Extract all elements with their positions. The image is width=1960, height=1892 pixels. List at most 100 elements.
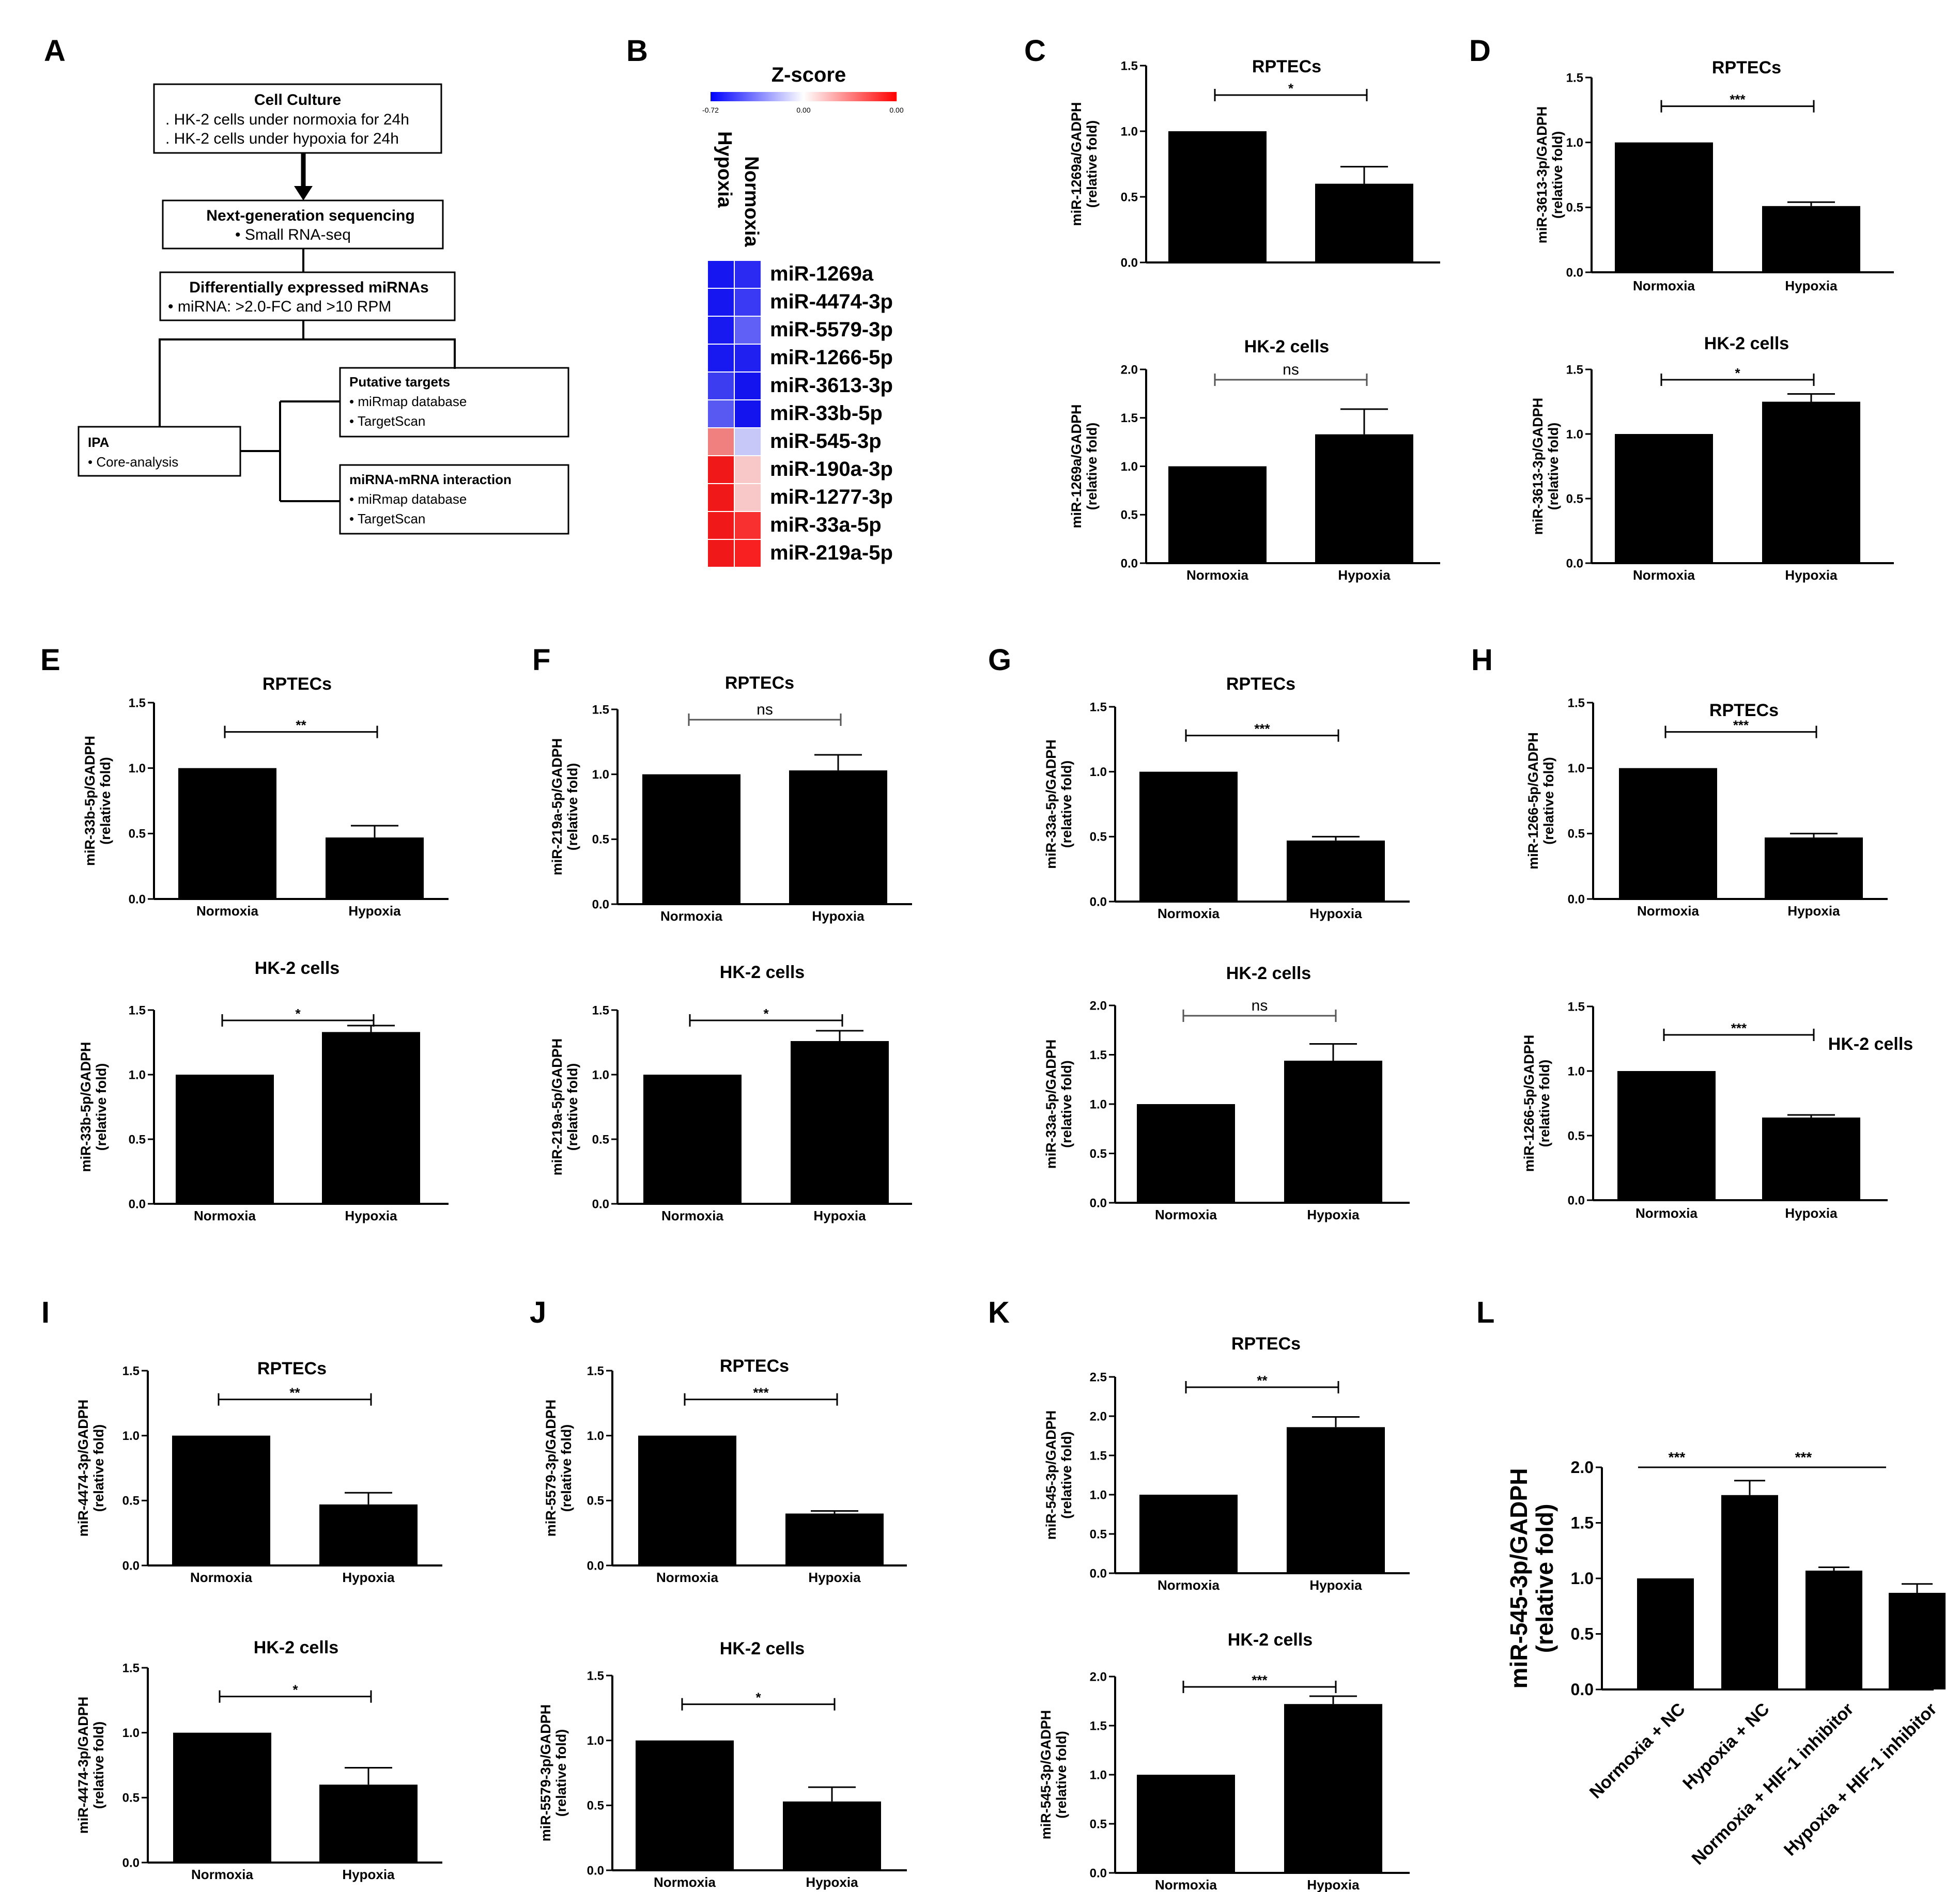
heatmap-cell [735, 428, 761, 455]
y-tick-label: 1.0 [1121, 460, 1138, 474]
y-tick-label: 1.5 [592, 703, 609, 717]
y-tick-label: 1.5 [1121, 59, 1138, 73]
y-tick-label: 1.5 [587, 1669, 604, 1683]
bar-hypoxia [319, 1785, 418, 1863]
bar-normoxia [1139, 1495, 1238, 1573]
panel-letter-c: C [1024, 34, 1046, 68]
y-axis-label: (relative fold) [559, 1424, 574, 1512]
panel-letter-j: J [530, 1296, 546, 1329]
heatmap-row-label: miR-1269a [770, 262, 874, 285]
y-tick-label: 1.5 [1568, 696, 1585, 710]
heatmap-cell [735, 400, 761, 427]
y-tick-label: 0.0 [587, 1864, 604, 1878]
y-tick-label: 1.0 [1090, 1097, 1107, 1111]
heatmap-row-label: miR-190a-3p [770, 458, 893, 480]
y-tick-label: 0.0 [1090, 1866, 1107, 1880]
y-tick-label: 0.0 [1568, 892, 1585, 906]
bar-normoxia-nc [1637, 1578, 1694, 1689]
bar-hypoxia [1315, 434, 1413, 563]
cell-culture-line-2: . HK-2 cells under hypoxia for 24h [165, 130, 399, 147]
y-axis-label: (relative fold) [565, 1063, 580, 1151]
y-tick-label: 0.0 [1090, 1196, 1107, 1210]
x-tick-label: Hypoxia [806, 1874, 858, 1890]
x-tick-label: Hypoxia [348, 903, 401, 919]
x-tick-label: Normoxia [1155, 1207, 1217, 1222]
significance-label: *** [1731, 1020, 1747, 1036]
y-tick-label: 1.5 [122, 1661, 140, 1675]
y-axis-label: (relative fold) [1054, 1731, 1069, 1819]
heatmap-row-label: miR-4474-3p [770, 290, 893, 313]
y-axis-label: miR-545-3p/GADPH [1043, 1410, 1059, 1540]
bar-chart-d2: 0.0 0.5 1.0 1.5 miR-3613-3p/GADPH (relative f… [1530, 334, 1894, 583]
chart-title: RPTECs [1231, 1334, 1301, 1354]
y-tick-label: 0.0 [122, 1559, 140, 1573]
ngs-line-1: • Small RNA-seq [235, 226, 351, 243]
heatmap-row-label: miR-33b-5p [770, 402, 883, 425]
panel-letter-i: I [41, 1296, 50, 1329]
bar-hypoxia [1284, 1060, 1382, 1203]
y-tick-label: 0.5 [1121, 508, 1138, 522]
chart-title: HK-2 cells [1244, 337, 1329, 356]
y-tick-label: 1.5 [1090, 700, 1107, 714]
chart-title: RPTECs [720, 1356, 789, 1376]
panel-letter-d: D [1469, 34, 1491, 68]
panel-letter-k: K [988, 1296, 1010, 1329]
significance-label: *** [1254, 721, 1270, 737]
bar-hypoxia [1762, 401, 1860, 563]
putative-line-1: • miRmap database [349, 394, 467, 409]
ngs-title: Next-generation sequencing [206, 207, 414, 224]
putative-title: Putative targets [349, 374, 450, 390]
y-axis-label: miR-219a-5p/GADPH [549, 738, 565, 876]
bar-chart-l: 0.0 0.5 1.0 1.5 2.0 miR-545-3p/GADPH(relative… [1505, 1449, 1946, 1869]
y-tick-label: 0.0 [1566, 556, 1583, 570]
y-tick-label: 0.5 [1090, 830, 1107, 844]
y-axis-label: miR-3613-3p/GADPH [1530, 398, 1546, 535]
significance-label: *** [753, 1385, 769, 1401]
x-tick-label: Hypoxia [345, 1208, 397, 1223]
ipa-title: IPA [88, 435, 110, 450]
y-axis-label: (relative fold) [1059, 1431, 1074, 1519]
x-tick-label: Normoxia [654, 1874, 716, 1890]
bar-hypoxia [1287, 840, 1385, 902]
y-axis-label: miR-219a-5p/GADPH [549, 1038, 565, 1176]
chart-title: RPTECs [263, 674, 332, 694]
x-tick-label: Normoxia [1158, 906, 1220, 921]
heatmap-cell [735, 456, 761, 483]
x-tick-label: Normoxia [196, 903, 258, 919]
x-tick-label: Normoxia + HIF-1 inhibitor [1688, 1699, 1858, 1869]
bar-chart-c1: 0.0 0.5 1.0 1.5 miR-1269a/GADPH (relative fol… [1069, 57, 1440, 270]
heatmap-cell [708, 400, 734, 427]
x-tick-label: Hypoxia [1307, 1877, 1360, 1892]
y-axis-label: miR-33a-5p/GADPH [1043, 739, 1059, 869]
x-tick-label: Normoxia [1186, 229, 1248, 244]
chart-title: HK-2 cells [1704, 334, 1789, 353]
heatmap-col-hypoxia: Hypoxia [714, 131, 735, 208]
x-tick-label: Normoxia [661, 1208, 723, 1223]
chart-title: RPTECs [725, 673, 794, 693]
bar-hypoxia [1762, 1118, 1860, 1200]
bar-hypoxia [785, 1513, 884, 1565]
y-tick-label: 0.5 [1121, 190, 1138, 204]
heatmap-cell [735, 540, 761, 567]
y-tick-label: 0.0 [1090, 895, 1107, 909]
bar-chart-f2: 0.0 0.5 1.0 1.5 miR-219a-5p/GADPH (relative f… [549, 963, 912, 1223]
y-axis-label: miR-5579-3p/GADPH [543, 1400, 559, 1537]
y-tick-label: 1.5 [1090, 1449, 1107, 1463]
y-axis-label: miR-4474-3p/GADPH [75, 1697, 91, 1834]
bar-hypoxia [783, 1801, 881, 1870]
y-tick-label: 1.5 [1090, 1719, 1107, 1733]
bar-normoxia [636, 1740, 734, 1870]
heatmap-cell [708, 428, 734, 455]
y-tick-label: 1.0 [592, 1068, 609, 1082]
y-tick-label: 0.0 [1121, 256, 1138, 270]
significance-label: * [292, 1682, 298, 1698]
x-tick-label: Normoxia [194, 1208, 256, 1223]
bar-chart-e2: 0.0 0.5 1.0 1.5 miR-33b-5p/GADPH (relative fo… [78, 958, 449, 1223]
bar-normoxia [1615, 434, 1713, 563]
y-tick-label: 0.0 [1568, 1193, 1585, 1207]
y-axis-label: (relative fold) [1550, 131, 1565, 219]
y-axis-label: miR-3613-3p/GADPH [1534, 106, 1550, 244]
interaction-box [339, 464, 569, 535]
interaction-line-2: • TargetScan [349, 511, 425, 526]
y-tick-label: 2.0 [1571, 1458, 1594, 1477]
